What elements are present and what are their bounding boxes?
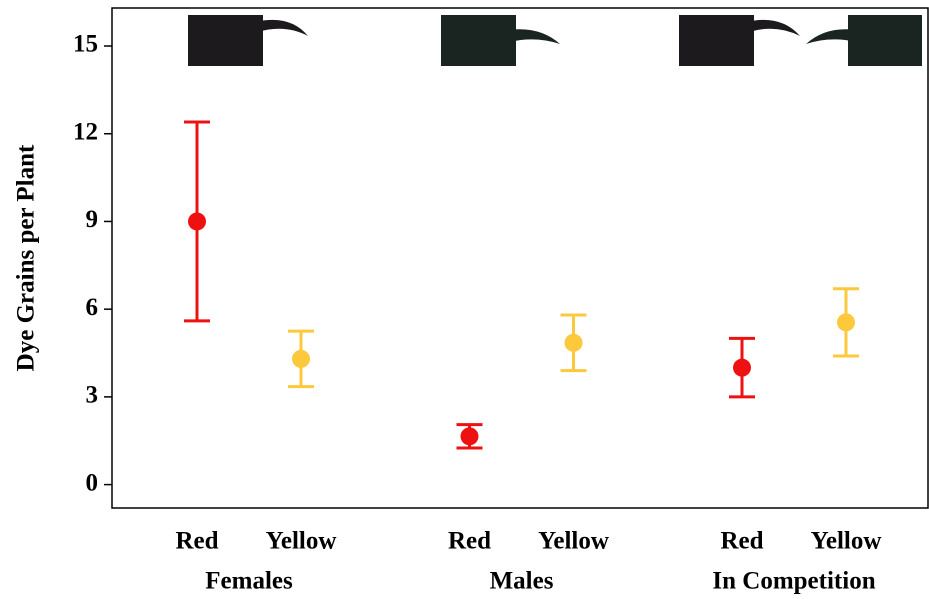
point [837, 313, 855, 332]
plot-frame [111, 7, 929, 509]
x-tick-label: Yellow [266, 528, 337, 555]
point [460, 427, 479, 446]
point [564, 333, 583, 352]
y-tick-label: 0 [86, 469, 99, 496]
y-tick-label: 9 [86, 206, 99, 233]
bird-beak [806, 29, 856, 44]
y-tick-label: 6 [86, 294, 99, 321]
bird-head [188, 15, 263, 66]
y-tick-label: 15 [73, 31, 98, 58]
x-tick-label: Red [175, 528, 218, 555]
x-tick-label: Yellow [538, 528, 609, 555]
x-tick-label: Red [448, 528, 491, 555]
bird-head [848, 15, 922, 66]
bird-beak [746, 19, 800, 36]
x-tick-label: Yellow [811, 528, 882, 555]
point [188, 212, 206, 231]
y-tick-label: 3 [86, 382, 99, 409]
group-label: Females [205, 568, 293, 595]
bird-head [441, 15, 516, 66]
group-label: In Competition [712, 568, 875, 595]
group-label: Males [490, 568, 554, 595]
bird-head [679, 15, 754, 66]
bird-images [188, 15, 922, 66]
point [292, 349, 310, 368]
y-axis-label: Dye Grains per Plant [13, 144, 40, 371]
point [733, 358, 751, 377]
bird-beak [255, 19, 308, 36]
x-tick-label: Red [720, 528, 763, 555]
y-tick-label: 12 [73, 118, 98, 145]
bird-beak [508, 29, 560, 44]
